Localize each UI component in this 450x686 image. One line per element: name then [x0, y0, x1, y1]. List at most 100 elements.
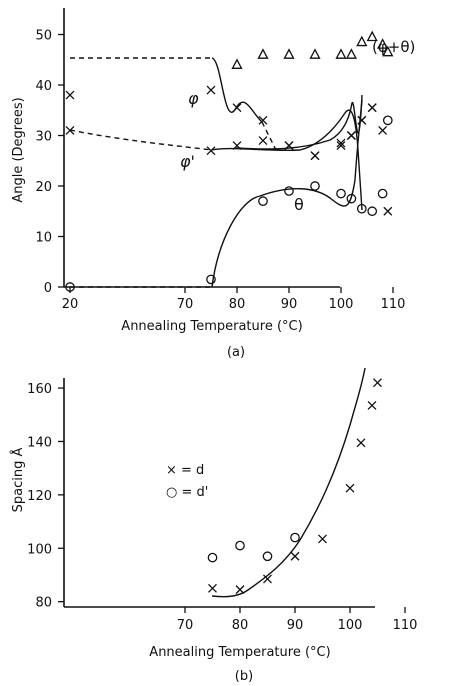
panel-b-y-tick-label: 160 [27, 382, 52, 397]
phi-prime-point [65, 125, 75, 135]
theta-point [382, 115, 393, 126]
panel-b-y-tick-label: 120 [27, 489, 52, 504]
panel-b-x-tick-label: 100 [338, 618, 363, 633]
phi-point [383, 206, 393, 216]
phi-prime-point [367, 103, 377, 113]
theta-point [310, 181, 320, 191]
d-prime-point [262, 551, 273, 562]
phi-plus-theta-point [309, 48, 321, 59]
panel-a-y-tick-label: 40 [35, 79, 52, 94]
phi-curve-dashed-2 [261, 121, 277, 151]
phi-curve-solid [211, 57, 263, 123]
panel-a-y-tick-label: 10 [35, 231, 52, 246]
legend-d-prime: ○ = d' [166, 485, 208, 500]
d-prime-point [235, 540, 245, 551]
theta-point [356, 203, 367, 214]
theta-point [367, 206, 378, 217]
phi-plus-theta-point [335, 48, 347, 59]
d-point [235, 585, 245, 595]
panel-a-curves [69, 57, 363, 288]
phi-point [336, 138, 346, 148]
theta-point [377, 188, 388, 199]
panel-a-x-tick-label: 80 [229, 297, 246, 312]
panel-b-y-tick-label: 80 [35, 596, 52, 611]
panel-b-x-tick-label: 110 [393, 618, 418, 633]
phi-plus-theta-point [366, 30, 378, 42]
phi-plus-theta-point [283, 48, 295, 59]
panel-a-marks [65, 30, 394, 292]
d-fit-curve [211, 367, 366, 598]
theta-curve [211, 99, 363, 288]
panel-b-y-tick-label: 140 [27, 435, 52, 450]
phi-plus-theta-point [377, 38, 389, 49]
phi-prime-curve-dashed [69, 129, 213, 151]
panel-a-y-label: Angle (Degrees) [11, 97, 26, 202]
panel-a-curve-labels: φ φ' θ (φ+θ) [180, 38, 415, 214]
panel-b: 80 100 120 140 160 70 80 90 100 110 × = d ○ = d'… [10, 367, 418, 684]
panel-b-y-tick-label: 100 [27, 542, 52, 557]
phi-prime-point [310, 151, 320, 161]
panel-b-x-tick-label: 70 [177, 618, 194, 633]
panel-a-x-tick-label: 110 [381, 297, 406, 312]
d-point [373, 378, 382, 388]
phi-point [258, 115, 268, 125]
panel-b-x-label: Annealing Temperature (°C) [149, 645, 330, 660]
panel-b-x-tick-label: 80 [232, 618, 249, 633]
phi-prime-point [346, 131, 356, 140]
phi-prime-point [336, 141, 346, 151]
panel-b-x-tick-label: 90 [287, 618, 304, 633]
theta-point [65, 282, 75, 292]
phi-point [65, 90, 75, 100]
panel-a-x-tick-label: 90 [281, 297, 298, 312]
phi-prime-curve-label: φ' [180, 152, 195, 171]
d-point [290, 551, 300, 561]
phi-curve-right [235, 102, 353, 150]
theta-point [206, 274, 216, 285]
phi-plus-theta-point [257, 48, 269, 59]
panel-b-legend: × = d ○ = d' [166, 463, 208, 500]
panel-b-marks [207, 378, 382, 595]
d-point [345, 483, 355, 493]
panel-b-y-label: Spacing Å [10, 448, 26, 513]
phi-prime-point [258, 136, 268, 146]
d-point [367, 400, 377, 410]
panel-a-x-tick-label: 70 [177, 297, 194, 312]
theta-point [258, 196, 268, 206]
phi-prime-point [378, 125, 388, 135]
panel-a-y-tick-label: 50 [35, 29, 52, 44]
theta-point [336, 188, 346, 199]
panel-a-y-tick-label: 30 [35, 130, 52, 145]
panel-a-y-tick-label: 0 [44, 281, 52, 296]
phi-plus-theta-point [231, 58, 243, 69]
phi-prime-point [357, 115, 367, 125]
theta-point [284, 186, 294, 196]
phi-plus-theta-point [356, 35, 368, 47]
phi-prime-point [206, 146, 216, 156]
panel-a-x-tick-label: 100 [329, 297, 354, 312]
d-point [356, 438, 366, 448]
d-point [208, 583, 217, 593]
phi-prime-point [232, 141, 242, 151]
phi-point [232, 103, 242, 113]
d-point [263, 574, 272, 584]
phi-point [206, 85, 216, 95]
d-point [318, 534, 327, 544]
phi-plus-theta-label: (φ+θ) [372, 38, 415, 56]
panel-a-x-tick-label: 20 [62, 297, 79, 312]
d-prime-point [290, 532, 300, 543]
phi-prime-curve [211, 109, 363, 211]
phi-curve-label: φ [188, 89, 199, 108]
legend-d: × = d [166, 463, 204, 478]
panel-a-label: (a) [227, 345, 245, 360]
theta-curve-label: θ [294, 195, 304, 214]
phi-plus-theta-point [345, 48, 357, 59]
phi-plus-theta-point [382, 45, 394, 57]
phi-prime-point [284, 141, 294, 151]
panel-a-x-label: Annealing Temperature (°C) [121, 319, 302, 334]
panel-b-label: (b) [235, 669, 253, 684]
theta-point [346, 193, 357, 204]
d-prime-point [207, 552, 218, 563]
panel-a-y-tick-label: 20 [35, 180, 52, 195]
